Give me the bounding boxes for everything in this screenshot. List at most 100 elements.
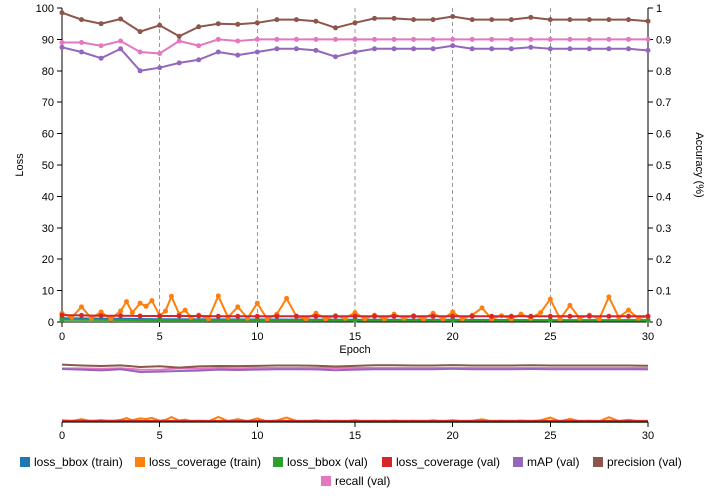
y-right-tick-label: 0.5 (656, 160, 671, 172)
legend-label: loss_bbox (train) (34, 455, 123, 469)
y-left-tick-label: 100 (36, 3, 54, 15)
overview-x-tick-label: 0 (59, 430, 65, 442)
legend-item[interactable]: recall (val) (321, 474, 390, 488)
data-point-precision-val (430, 17, 436, 23)
y-left-tick-label: 20 (42, 254, 54, 266)
data-point-loss-coverage-train (79, 304, 84, 310)
data-point-loss-coverage-train (606, 294, 612, 300)
data-point-recall-val (391, 36, 397, 42)
data-point-loss-coverage-train (547, 296, 553, 302)
data-point-map-val (450, 43, 456, 49)
data-point-loss-coverage-val (333, 313, 338, 319)
overview-line-recall-val (62, 366, 648, 371)
y-right-tick-label: 0 (656, 317, 662, 329)
data-point-recall-val (98, 43, 104, 49)
data-point-loss-coverage-val (293, 313, 299, 319)
legend-item[interactable]: loss_bbox (val) (273, 455, 368, 469)
overview-x-tick-label: 30 (642, 430, 654, 442)
data-point-map-val (254, 49, 260, 55)
data-point-loss-coverage-val (235, 313, 241, 319)
data-point-loss-coverage-train (98, 309, 104, 315)
data-point-recall-val (157, 51, 163, 56)
data-point-loss-coverage-train (124, 299, 129, 305)
data-point-loss-coverage-train (557, 316, 563, 322)
data-point-loss-coverage-train (143, 303, 149, 309)
data-point-recall-val (352, 36, 358, 42)
legend-item[interactable]: mAP (val) (513, 455, 579, 469)
legend-label: recall (val) (335, 474, 390, 488)
data-point-map-val (430, 46, 436, 52)
data-point-recall-val (274, 36, 280, 42)
data-point-loss-bbox-val (450, 317, 456, 323)
data-point-loss-coverage-val (313, 313, 319, 319)
data-point-precision-val (98, 21, 104, 27)
data-point-recall-val (450, 36, 456, 42)
legend-label: loss_coverage (train) (149, 455, 261, 469)
data-point-loss-coverage-train (352, 310, 358, 316)
data-point-loss-coverage-train (168, 293, 174, 299)
data-point-loss-coverage-train (440, 316, 446, 322)
x-tick-label: 15 (349, 331, 361, 343)
overview-line-precision-val (61, 363, 649, 369)
data-point-loss-coverage-train (149, 298, 155, 304)
data-point-map-val (508, 46, 514, 52)
data-point-loss-coverage-val (59, 312, 65, 318)
x-tick-label: 5 (157, 331, 163, 343)
data-point-map-val (469, 46, 475, 52)
data-point-loss-coverage-val (411, 313, 417, 319)
data-point-recall-val (79, 40, 84, 45)
legend-item[interactable]: precision (val) (593, 455, 682, 469)
y-right-tick-label: 0.4 (656, 191, 671, 203)
y-right-tick-label: 0.2 (656, 254, 671, 266)
data-point-map-val (196, 57, 202, 63)
data-point-loss-coverage-train (163, 308, 168, 314)
data-point-map-val (215, 49, 221, 55)
data-point-recall-val (293, 36, 299, 42)
data-point-loss-coverage-train (596, 316, 602, 322)
data-point-map-val (547, 46, 553, 52)
data-point-recall-val (254, 36, 260, 42)
data-point-loss-coverage-train (129, 310, 135, 316)
data-point-map-val (313, 47, 319, 53)
y-left-tick-label: 0 (48, 317, 54, 329)
data-point-loss-coverage-val (450, 313, 456, 319)
data-point-loss-coverage-train (381, 316, 387, 322)
data-point-loss-bbox-val (352, 317, 358, 323)
legend-swatch (513, 457, 523, 467)
overview-x-tick-label: 10 (251, 430, 263, 442)
data-point-loss-coverage-train (235, 304, 241, 310)
y-right-tick-label: 0.1 (656, 286, 671, 298)
data-point-map-val (235, 52, 241, 58)
legend-item[interactable]: loss_coverage (val) (382, 455, 500, 469)
data-point-recall-val (430, 36, 436, 42)
data-point-recall-val (469, 36, 475, 42)
data-point-recall-val (411, 36, 417, 42)
data-point-loss-bbox-val (645, 317, 651, 323)
data-point-precision-val (254, 20, 260, 26)
data-point-loss-coverage-train (626, 307, 631, 313)
data-point-loss-coverage-train (567, 302, 573, 308)
legend-item[interactable]: loss_bbox (train) (20, 455, 123, 469)
legend-item[interactable]: loss_coverage (train) (135, 455, 261, 469)
legend-swatch (20, 457, 30, 467)
legend-label: mAP (val) (527, 455, 579, 469)
data-point-precision-val (528, 14, 534, 20)
data-point-loss-coverage-train (459, 316, 465, 322)
data-point-map-val (118, 46, 124, 52)
data-point-precision-val (274, 17, 280, 23)
overview-x-tick-label: 15 (349, 430, 361, 442)
data-point-precision-val (372, 15, 377, 21)
data-point-precision-val (606, 17, 612, 23)
data-point-loss-coverage-val (528, 313, 534, 319)
data-point-loss-coverage-val (118, 313, 124, 319)
legend-swatch (273, 457, 283, 467)
data-point-map-val (606, 46, 612, 52)
data-point-precision-val (59, 10, 65, 16)
data-point-loss-coverage-val (547, 313, 553, 319)
data-point-map-val (586, 46, 592, 52)
data-point-recall-val (372, 36, 377, 42)
overview-brush[interactable]: 0 5 10 15 20 25 30 (59, 363, 654, 442)
data-point-map-val (372, 46, 377, 52)
legend-label: precision (val) (607, 455, 682, 469)
data-point-loss-coverage-train (362, 316, 368, 322)
